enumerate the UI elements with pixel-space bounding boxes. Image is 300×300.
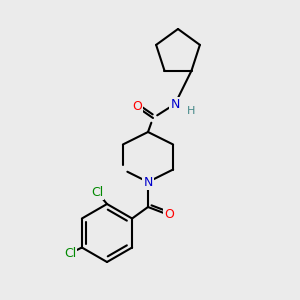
Text: H: H [187, 106, 195, 116]
Text: O: O [164, 208, 174, 221]
Text: Cl: Cl [64, 247, 76, 260]
Text: Cl: Cl [91, 185, 103, 199]
Text: N: N [170, 98, 180, 110]
Text: N: N [143, 176, 153, 188]
Text: O: O [132, 100, 142, 113]
